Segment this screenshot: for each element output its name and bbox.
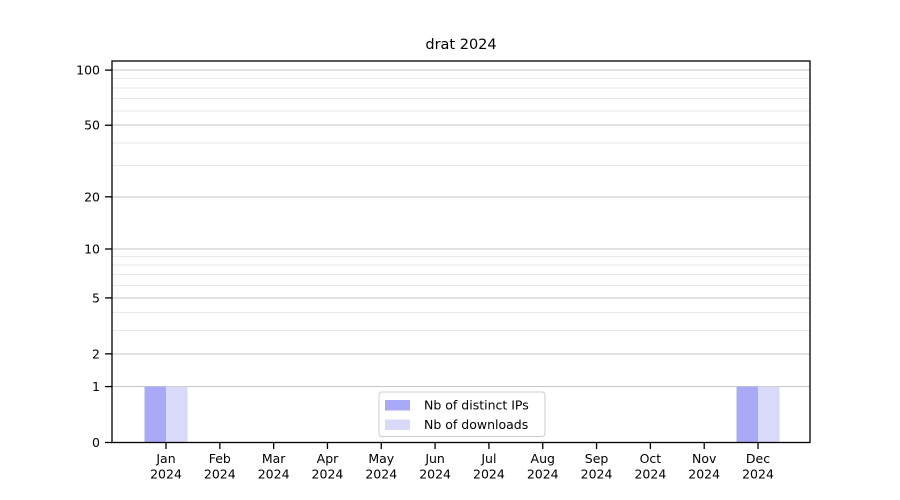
y-tick-label: 0 — [92, 435, 100, 450]
y-tick-label: 20 — [84, 189, 100, 204]
y-tick-label: 100 — [76, 63, 100, 78]
legend-swatch — [385, 419, 410, 430]
bar — [166, 386, 188, 443]
legend-swatch — [385, 400, 410, 411]
x-tick-label: Dec 2024 — [742, 451, 774, 482]
x-tick-label: Apr 2024 — [312, 451, 344, 482]
bars — [144, 386, 780, 443]
bar — [144, 386, 166, 443]
y-axis: 0 1 2 5 10 20 50 100 — [76, 63, 112, 450]
y-tick-label: 2 — [92, 346, 100, 361]
y-tick-label: 10 — [84, 242, 100, 257]
gridlines — [112, 69, 810, 388]
x-tick-label: Jun 2024 — [419, 451, 451, 482]
x-tick-label: Feb 2024 — [204, 451, 236, 482]
legend-label: Nb of distinct IPs — [424, 398, 529, 413]
x-tick-label: Nov 2024 — [688, 451, 720, 482]
x-tick-label: Mar 2024 — [258, 451, 290, 482]
legend-label: Nb of downloads — [424, 417, 528, 432]
x-axis: Jan 2024 Feb 2024 Mar 2024 Apr 2024 May 2024 Jun 20… — [150, 442, 774, 482]
plot-frame — [111, 60, 811, 444]
x-tick-label: Sep 2024 — [581, 451, 613, 482]
x-tick-label: Oct 2024 — [634, 451, 666, 482]
y-tick-label: 5 — [92, 290, 100, 305]
plot-frame-group — [111, 60, 811, 444]
x-tick-label: Jan 2024 — [150, 451, 182, 482]
legend: Nb of distinct IPs Nb of downloads — [378, 391, 546, 437]
chart-title: drat 2024 — [425, 37, 496, 53]
bar — [758, 386, 780, 443]
x-tick-label: Aug 2024 — [527, 451, 559, 482]
x-tick-label: Jul 2024 — [473, 451, 505, 482]
y-tick-label: 1 — [92, 379, 100, 394]
legend-box — [378, 391, 546, 437]
x-tick-label: May 2024 — [365, 451, 397, 482]
bar — [736, 386, 759, 443]
y-tick-label: 50 — [84, 118, 100, 133]
